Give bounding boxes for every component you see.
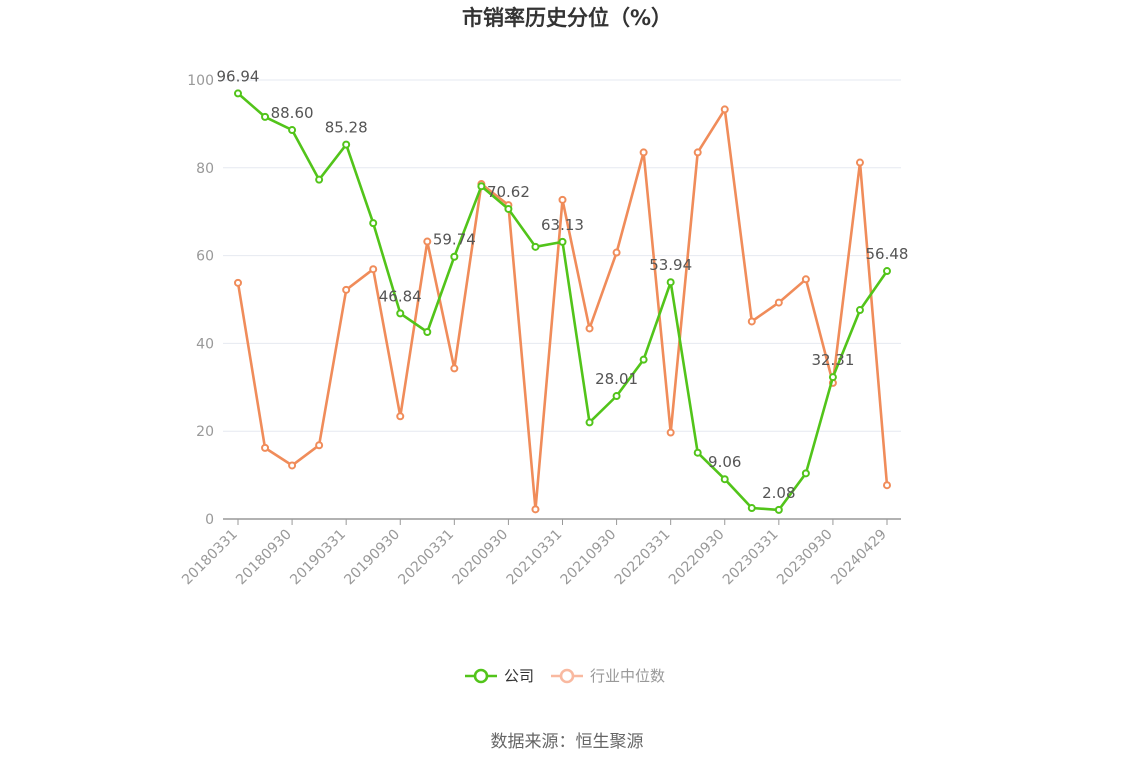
data-point	[369, 265, 378, 274]
data-label: 85.28	[325, 119, 368, 137]
legend-marker	[473, 668, 489, 684]
data-point	[531, 505, 540, 514]
data-point	[720, 105, 729, 114]
data-point	[558, 195, 567, 204]
chart-title: 市销率历史分位（%）	[462, 6, 672, 30]
data-point	[315, 175, 324, 184]
data-point	[450, 364, 459, 373]
data-point	[747, 317, 756, 326]
legend[interactable]: 公司 行业中位数	[465, 667, 665, 685]
data-point	[774, 505, 783, 514]
data-point	[666, 428, 675, 437]
data-point	[288, 126, 297, 135]
data-label: 46.84	[379, 287, 422, 305]
data-label: 2.08	[762, 484, 795, 502]
data-point	[612, 392, 621, 401]
data-point	[720, 475, 729, 484]
data-point	[666, 278, 675, 287]
x-tick-label: 20180331	[179, 527, 241, 589]
data-point	[531, 242, 540, 251]
series-line	[236, 108, 889, 511]
x-tick-label: 20200930	[450, 527, 512, 589]
data-point	[450, 252, 459, 261]
data-point	[369, 219, 378, 228]
data-point	[261, 112, 270, 121]
data-point	[288, 461, 297, 470]
data-point	[855, 158, 864, 167]
x-tick-label: 20180930	[233, 527, 295, 589]
data-label: 32.31	[811, 351, 854, 369]
data-point	[855, 306, 864, 315]
data-point	[801, 469, 810, 478]
legend-marker	[559, 668, 575, 684]
data-point	[315, 441, 324, 450]
y-tick-label: 100	[187, 73, 214, 89]
source-text: 数据来源：恒生聚源	[491, 732, 644, 752]
data-point	[639, 355, 648, 364]
series-industry-median	[234, 105, 891, 514]
data-point	[774, 298, 783, 307]
data-label: 56.48	[866, 245, 909, 263]
x-tick-label: 20210930	[558, 527, 620, 589]
data-point	[342, 140, 351, 149]
data-point	[883, 267, 891, 276]
data-point	[234, 89, 242, 98]
data-point	[396, 309, 405, 318]
data-point	[693, 448, 702, 457]
series-line	[237, 92, 889, 512]
data-point	[477, 182, 486, 191]
y-tick-label: 60	[196, 249, 214, 265]
data-point	[585, 418, 594, 427]
y-tick-label: 40	[196, 336, 214, 352]
x-tick-label: 20220930	[666, 527, 728, 589]
x-tick-label: 20200331	[395, 527, 457, 589]
data-label: 70.62	[487, 183, 530, 201]
data-point	[342, 285, 351, 294]
series-company: 96.94 88.60 85.28 46.84 59.74 70.62 63.13 28.01…	[217, 67, 909, 514]
x-tick-label: 20190930	[341, 527, 403, 589]
data-label: 96.94	[217, 67, 260, 85]
series-layer: 96.94 88.60 85.28 46.84 59.74 70.62 63.13 28.01…	[217, 67, 909, 514]
x-tick-label: 20210331	[504, 527, 566, 589]
data-label: 63.13	[541, 216, 584, 234]
data-point	[423, 237, 432, 246]
legend-label: 公司	[504, 667, 534, 685]
data-point	[747, 504, 756, 513]
data-point	[612, 248, 621, 257]
data-label: 88.60	[271, 104, 314, 122]
data-point	[558, 237, 567, 246]
x-tick-label: 20240429	[828, 527, 890, 589]
y-tick-label: 80	[196, 161, 214, 177]
data-label: 28.01	[595, 370, 638, 388]
x-tick-label: 20230930	[774, 527, 836, 589]
data-point	[396, 412, 405, 421]
data-label: 59.74	[433, 231, 476, 249]
data-point	[639, 148, 648, 157]
data-point	[883, 481, 891, 490]
data-point	[801, 275, 810, 284]
data-point	[693, 148, 702, 157]
legend-item-company[interactable]: 公司	[465, 667, 534, 685]
data-label: 53.94	[649, 256, 692, 274]
x-tick-label: 20220331	[612, 527, 674, 589]
data-point	[234, 278, 242, 287]
data-point	[261, 443, 270, 452]
data-point	[504, 204, 513, 213]
data-point	[423, 327, 432, 336]
y-tick-label: 0	[205, 512, 214, 528]
y-tick-label: 20	[196, 424, 214, 440]
x-tick-label: 20190331	[287, 527, 349, 589]
axes: 0 20 40 60 80 100 2018033120180930201903312019…	[179, 73, 901, 588]
legend-item-industry-median[interactable]: 行业中位数	[551, 667, 665, 685]
data-point	[828, 373, 837, 382]
legend-label: 行业中位数	[590, 667, 665, 685]
x-tick-label: 20230331	[720, 527, 782, 589]
data-label: 9.06	[708, 453, 741, 471]
data-point	[585, 324, 594, 333]
